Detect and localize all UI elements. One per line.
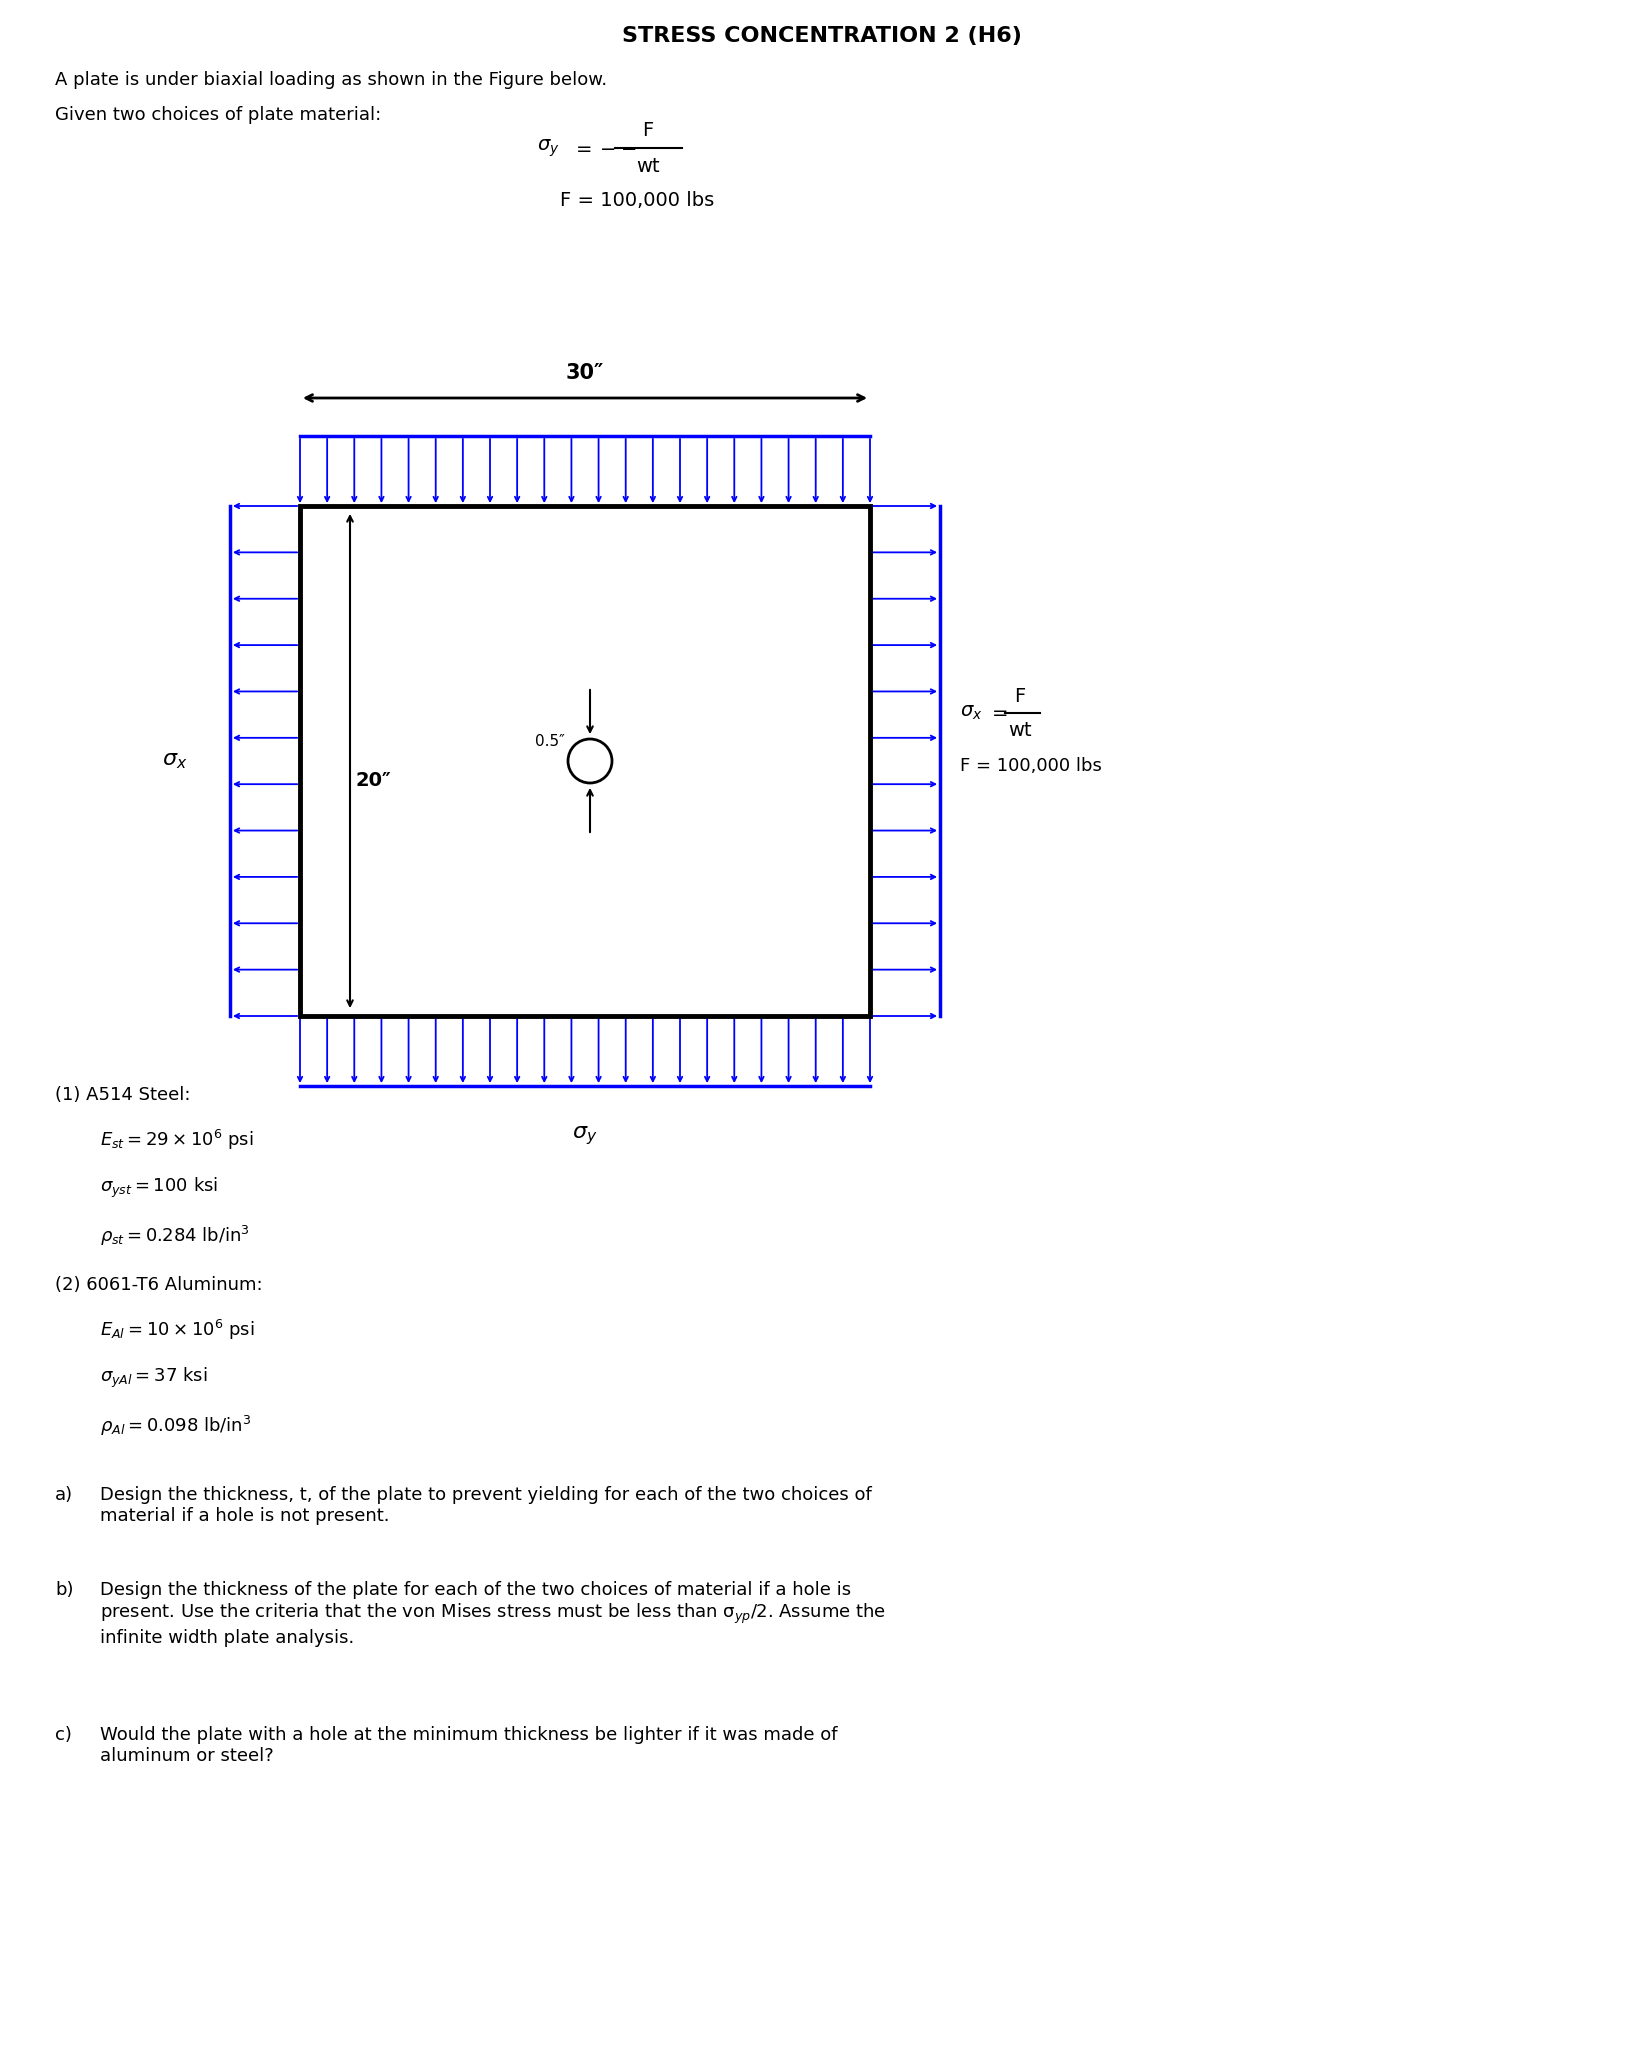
Text: 0.5″: 0.5″ [534,735,566,749]
Text: STRESS CONCENTRATION 2 (H6): STRESS CONCENTRATION 2 (H6) [621,27,1023,45]
Text: $\sigma_x$: $\sigma_x$ [163,751,187,771]
Text: $= -\!-$: $= -\!-$ [572,139,636,158]
Text: $\rho_{Al}=0.098$ lb/in$^{3}$: $\rho_{Al}=0.098$ lb/in$^{3}$ [100,1414,252,1438]
Text: F: F [1014,687,1026,706]
Text: F: F [643,121,654,139]
Text: c): c) [54,1727,72,1743]
Text: (1) A514 Steel:: (1) A514 Steel: [54,1086,191,1105]
Text: F = 100,000 lbs: F = 100,000 lbs [561,192,713,211]
Text: Given two choices of plate material:: Given two choices of plate material: [54,106,381,125]
Text: Would the plate with a hole at the minimum thickness be lighter if it was made o: Would the plate with a hole at the minim… [100,1727,837,1766]
Text: b): b) [54,1582,74,1600]
Text: F = 100,000 lbs: F = 100,000 lbs [960,757,1101,775]
Text: A plate is under biaxial loading as shown in the Figure below.: A plate is under biaxial loading as show… [54,72,607,88]
Text: $\rho_{st}=0.284$ lb/in$^{3}$: $\rho_{st}=0.284$ lb/in$^{3}$ [100,1224,250,1248]
Text: $E_{Al}=10\times10^{6}$ psi: $E_{Al}=10\times10^{6}$ psi [100,1318,255,1342]
Bar [299,505,870,1017]
Text: (2) 6061-T6 Aluminum:: (2) 6061-T6 Aluminum: [54,1277,263,1293]
Text: $\sigma_y$: $\sigma_y$ [538,137,561,160]
Text: a): a) [54,1485,72,1504]
Text: Design the thickness, t, of the plate to prevent yielding for each of the two ch: Design the thickness, t, of the plate to… [100,1485,871,1524]
Text: $E_{st}=29\times10^{6}$ psi: $E_{st}=29\times10^{6}$ psi [100,1127,253,1152]
Text: $\sigma_{yst}=100$ ksi: $\sigma_{yst}=100$ ksi [100,1176,219,1201]
Text: Design the thickness of the plate for each of the two choices of material if a h: Design the thickness of the plate for ea… [100,1582,886,1647]
Text: $\sigma_{yAl}=37$ ksi: $\sigma_{yAl}=37$ ksi [100,1367,207,1389]
Text: $\sigma_y$: $\sigma_y$ [572,1123,598,1148]
Text: =: = [991,704,1008,722]
Text: 20″: 20″ [355,771,391,790]
Text: 30″: 30″ [566,362,605,383]
Text: wt: wt [1008,720,1032,739]
Text: wt: wt [636,155,659,176]
Text: $\sigma_x$: $\sigma_x$ [960,704,983,722]
